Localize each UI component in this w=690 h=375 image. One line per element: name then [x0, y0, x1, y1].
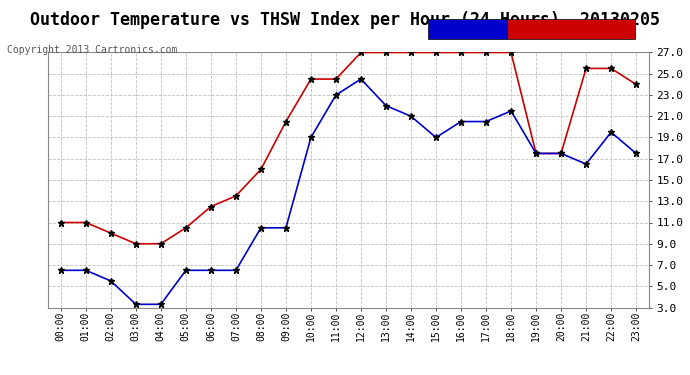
Text: THSW  (°F): THSW (°F)	[431, 24, 493, 34]
Text: Temperature  (°F): Temperature (°F)	[510, 24, 616, 34]
Text: Copyright 2013 Cartronics.com: Copyright 2013 Cartronics.com	[7, 45, 177, 55]
Text: Outdoor Temperature vs THSW Index per Hour (24 Hours)  20130205: Outdoor Temperature vs THSW Index per Ho…	[30, 11, 660, 29]
